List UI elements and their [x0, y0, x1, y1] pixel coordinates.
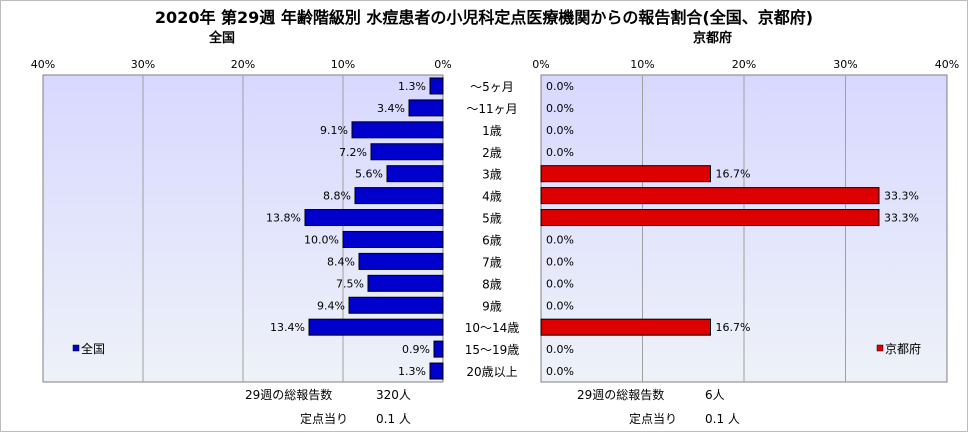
category-label: 20歳以上: [466, 365, 517, 379]
right-bar: [540, 187, 880, 205]
left-bar: [354, 187, 444, 205]
right-data-label: 0.0%: [546, 277, 574, 290]
left-data-label: 5.6%: [355, 168, 383, 181]
category-label: 2歳: [482, 146, 502, 160]
left-bar: [429, 362, 444, 380]
right-data-label: 16.7%: [716, 321, 751, 334]
category-label: 15～19歳: [465, 343, 520, 357]
left-data-label: 3.4%: [377, 102, 405, 115]
left-bar: [370, 143, 444, 161]
right-data-label: 0.0%: [546, 343, 574, 356]
left-data-label: 1.3%: [398, 80, 426, 93]
right-panel-title: 京都府: [693, 31, 733, 46]
right-plot-area: 0% 10% 20% 30% 40% 0.0% 0.0% 0.0% 0.0% 16.7% 33.3%…: [532, 58, 959, 383]
left-per-label: 定点当り: [300, 412, 349, 426]
category-label: ～5ヶ月: [470, 80, 514, 94]
right-tick-label: 0%: [532, 58, 549, 71]
left-plot-area: 0% 10% 20% 30% 40% 1.3% 3.4% 9.1% 7.2% 5.6% 8.8% 13…: [31, 58, 452, 383]
left-data-label: 8.4%: [327, 255, 355, 268]
right-total-value: 6人: [705, 388, 725, 402]
left-tick-label: 40%: [31, 58, 55, 71]
category-label: 10～14歳: [465, 321, 520, 335]
left-legend-label: 全国: [81, 341, 105, 356]
category-label: 1歳: [482, 124, 502, 138]
left-total-value: 320人: [376, 388, 411, 402]
right-data-label: 0.0%: [546, 233, 574, 246]
right-data-label: 0.0%: [546, 124, 574, 137]
category-label: 9歳: [482, 299, 502, 313]
left-bar: [351, 121, 444, 139]
left-data-label: 7.5%: [336, 277, 364, 290]
left-data-label: 9.1%: [320, 124, 348, 137]
left-data-label: 13.8%: [266, 212, 301, 225]
right-data-label: 0.0%: [546, 255, 574, 268]
left-bar: [342, 230, 444, 248]
left-tick-label: 20%: [231, 58, 255, 71]
left-bar: [386, 165, 444, 183]
category-label: 3歳: [482, 168, 502, 182]
left-bar: [358, 252, 444, 270]
category-label: 4歳: [482, 190, 502, 204]
left-data-label: 7.2%: [339, 146, 367, 159]
right-total-label: 29週の総報告数: [577, 388, 665, 402]
category-label: 5歳: [482, 212, 502, 226]
right-data-label: 0.0%: [546, 146, 574, 159]
right-data-label: 33.3%: [884, 212, 919, 225]
right-data-label: 0.0%: [546, 80, 574, 93]
right-data-label: 0.0%: [546, 102, 574, 115]
left-bar: [304, 209, 444, 227]
right-tick-label: 10%: [630, 58, 654, 71]
left-tick-label: 30%: [131, 58, 155, 71]
right-bar: [540, 318, 712, 336]
right-tick-label: 40%: [935, 58, 959, 71]
right-data-label: 16.7%: [716, 168, 751, 181]
left-tick-label: 0%: [434, 58, 451, 71]
right-per-label: 定点当り: [629, 412, 678, 426]
right-data-label: 0.0%: [546, 299, 574, 312]
left-per-value: 0.1 人: [376, 412, 411, 426]
left-bar: [348, 296, 444, 314]
category-label: 7歳: [482, 255, 502, 269]
right-bar: [540, 209, 880, 227]
left-bar: [367, 274, 444, 292]
left-data-label: 13.4%: [270, 321, 305, 334]
left-panel-title: 全国: [209, 31, 236, 46]
right-data-label: 0.0%: [546, 365, 574, 378]
left-legend-swatch: [72, 344, 80, 352]
left-data-label: 9.4%: [317, 299, 345, 312]
left-data-label: 8.8%: [323, 190, 351, 203]
right-tick-label: 30%: [833, 58, 857, 71]
right-bar: [540, 165, 712, 183]
left-bar: [408, 99, 444, 117]
category-label: 8歳: [482, 277, 502, 291]
left-data-label: 10.0%: [304, 233, 339, 246]
right-legend-label: 京都府: [885, 341, 921, 356]
left-bar: [308, 318, 444, 336]
right-tick-label: 20%: [732, 58, 756, 71]
chart-title: 2020年 第29週 年齢階級別 水痘患者の小児科定点医療機関からの報告割合(全…: [154, 8, 814, 27]
left-data-label: 0.9%: [402, 343, 430, 356]
category-label: 6歳: [482, 233, 502, 247]
right-data-label: 33.3%: [884, 190, 919, 203]
category-label: ～11ヶ月: [466, 102, 517, 116]
left-bar: [433, 340, 444, 358]
right-per-value: 0.1 人: [705, 412, 740, 426]
left-total-label: 29週の総報告数: [245, 388, 333, 402]
right-legend-swatch: [876, 344, 884, 352]
left-tick-label: 10%: [331, 58, 355, 71]
category-labels: ～5ヶ月 ～11ヶ月 1歳 2歳 3歳 4歳 5歳 6歳 7歳 8歳 9歳 10～14歳 15～19歳 2…: [465, 80, 520, 379]
left-bar: [429, 77, 444, 95]
left-data-label: 1.3%: [398, 365, 426, 378]
